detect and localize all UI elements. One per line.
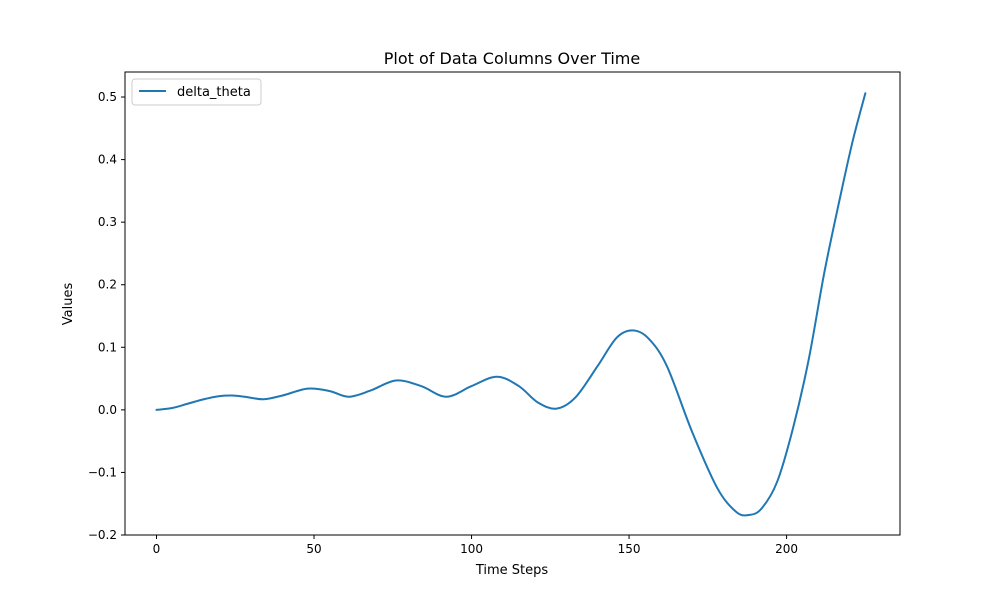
legend: delta_theta: [131, 78, 262, 106]
x-tick-label: 100: [460, 542, 483, 556]
y-tick-label: 0.2: [98, 278, 117, 292]
x-axis-label: Time Steps: [475, 563, 549, 578]
y-tick-label: −0.2: [88, 528, 117, 542]
legend-box: [131, 78, 262, 106]
chart-title: Plot of Data Columns Over Time: [384, 49, 640, 68]
x-axis: 0 50 100 150 200: [153, 535, 798, 556]
y-axis-label: Values: [61, 283, 76, 326]
y-tick-label: 0.4: [98, 153, 117, 167]
y-tick-label: 0.5: [98, 90, 117, 104]
y-tick-label: 0.1: [98, 340, 117, 354]
x-tick-label: 150: [618, 542, 641, 556]
x-tick-label: 0: [153, 542, 161, 556]
x-tick-label: 50: [306, 542, 321, 556]
legend-label-delta-theta: delta_theta: [177, 85, 251, 100]
y-tick-label: 0.0: [98, 403, 117, 417]
y-tick-label: 0.3: [98, 215, 117, 229]
series-line-delta-theta: [155, 92, 867, 517]
y-axis: −0.2 −0.1 0.0 0.1 0.2 0.3 0.4 0.5: [88, 90, 125, 542]
x-tick-label: 200: [775, 542, 798, 556]
y-tick-label: −0.1: [88, 465, 117, 479]
plot-area: [155, 92, 867, 517]
axes-frame: [124, 71, 901, 536]
